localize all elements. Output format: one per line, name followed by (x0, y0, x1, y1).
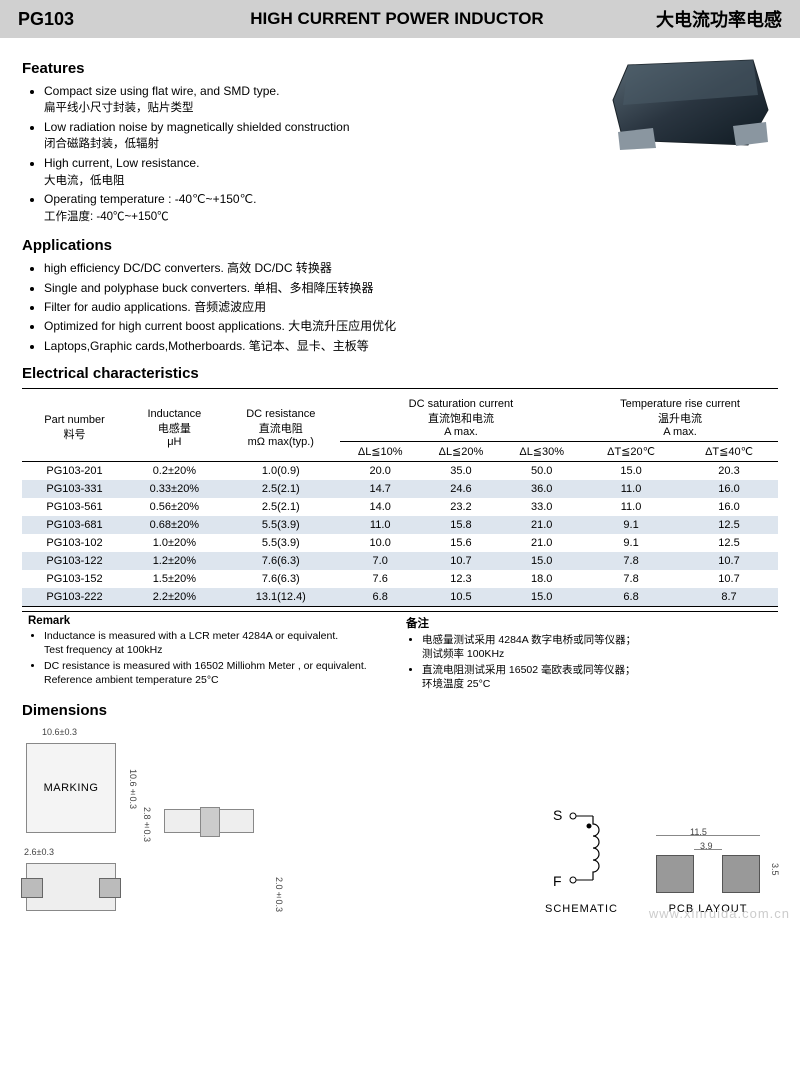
applications-heading: Applications (22, 237, 778, 254)
pcb-height: 3.5 (770, 863, 780, 876)
feature-item: Compact size using flat wire, and SMD ty… (44, 83, 588, 117)
feature-item: High current, Low resistance.大电流，低电阻 (44, 155, 588, 189)
applications-list: high efficiency DC/DC converters. 高效 DC/… (22, 260, 778, 355)
dim-bottom-view (26, 863, 116, 911)
col-part: Part number料号 (22, 395, 127, 462)
elec-table: Part number料号 Inductance电感量μH DC resista… (22, 395, 778, 606)
feature-item: Low radiation noise by magnetically shie… (44, 119, 588, 153)
remark-item: DC resistance is measured with 16502 Mil… (44, 659, 394, 687)
features-list: Compact size using flat wire, and SMD ty… (22, 83, 588, 225)
col-temp20: ΔT≦20℃ (582, 442, 680, 462)
table-row: PG103-6810.68±20%5.5(3.9)11.015.821.09.1… (22, 516, 778, 534)
application-item: Laptops,Graphic cards,Motherboards. 笔记本、… (44, 338, 778, 355)
remark-item: 电感量测试采用 4284A 数字电桥或同等仪器；测试频率 100KHz (422, 633, 772, 661)
dim-height: 10.6±0.3 (128, 769, 138, 809)
dimensions-block: MARKING 10.6±0.3 10.6±0.3 2.8±0.3 2 (22, 729, 778, 915)
remark-item: Inductance is measured with a LCR meter … (44, 629, 394, 657)
col-sat20: ΔL≦20% (421, 442, 502, 462)
application-item: Filter for audio applications. 音频滤波应用 (44, 299, 778, 316)
schematic-block: S F SCHEMATIC (545, 806, 618, 915)
schematic-label: SCHEMATIC (545, 903, 618, 915)
table-row: PG103-2010.2±20%1.0(0.9)20.035.050.015.0… (22, 462, 778, 481)
part-number: PG103 (18, 9, 138, 30)
product-image (598, 50, 778, 160)
remark-item: 直流电阻测试采用 16502 毫欧表或同等仪器；环境温度 25°C (422, 663, 772, 691)
elec-heading: Electrical characteristics (22, 365, 778, 382)
col-temp-group: Temperature rise current温升电流A max. (582, 395, 778, 442)
table-row: PG103-1021.0±20%5.5(3.9)10.015.621.09.11… (22, 534, 778, 552)
dim-width: 10.6±0.3 (42, 727, 77, 737)
title-en: HIGH CURRENT POWER INDUCTOR (138, 9, 656, 29)
col-inductance: Inductance电感量μH (127, 395, 222, 462)
col-sat30: ΔL≦30% (501, 442, 582, 462)
header-bar: PG103 HIGH CURRENT POWER INDUCTOR 大电流功率电… (0, 0, 800, 38)
title-cn: 大电流功率电感 (656, 6, 782, 32)
marking-text: MARKING (44, 782, 99, 794)
dim-side-view (164, 809, 254, 833)
application-item: high efficiency DC/DC converters. 高效 DC/… (44, 260, 778, 277)
col-dcr: DC resistance直流电阻mΩ max(typ.) (222, 395, 340, 462)
table-row: PG103-1221.2±20%7.6(6.3)7.010.715.07.810… (22, 552, 778, 570)
col-sat10: ΔL≦10% (340, 442, 421, 462)
application-item: Optimized for high current boost applica… (44, 318, 778, 335)
pcb-block: 11.5 3.9 3.5 PCB LAYOUT (648, 829, 768, 915)
remark-block: Remark Inductance is measured with a LCR… (22, 611, 778, 692)
remark-heading-en: Remark (28, 615, 394, 627)
dim-top-view: MARKING (26, 743, 116, 833)
terminal-s: S (553, 807, 562, 823)
table-row: PG103-5610.56±20%2.5(2.1)14.023.233.011.… (22, 498, 778, 516)
dim-pad-h: 2.0±0.3 (274, 877, 284, 912)
watermark: www.xinruida.com.cn (649, 906, 790, 921)
col-temp40: ΔT≦40℃ (680, 442, 778, 462)
table-row: PG103-2222.2±20%13.1(12.4)6.810.515.06.8… (22, 588, 778, 606)
dim-thickness: 2.8±0.3 (142, 807, 152, 842)
col-sat-group: DC saturation current直流饱和电流A max. (340, 395, 582, 442)
feature-item: Operating temperature : -40℃~+150℃.工作温度:… (44, 191, 588, 225)
dim-pad-w: 2.6±0.3 (24, 847, 54, 857)
application-item: Single and polyphase buck converters. 单相… (44, 280, 778, 297)
table-row: PG103-3310.33±20%2.5(2.1)14.724.636.011.… (22, 480, 778, 498)
terminal-f: F (553, 873, 562, 889)
table-row: PG103-1521.5±20%7.6(6.3)7.612.318.07.810… (22, 570, 778, 588)
remark-heading-cn: 备注 (406, 615, 772, 631)
features-heading: Features (22, 60, 588, 77)
dimensions-heading: Dimensions (22, 702, 778, 719)
